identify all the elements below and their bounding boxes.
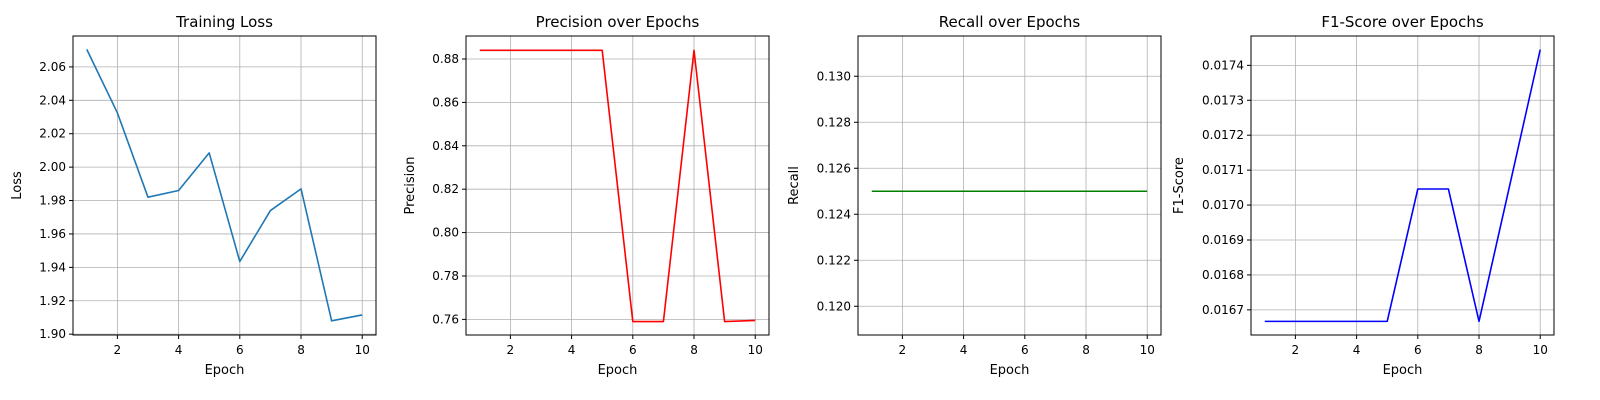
y-tick-label: 0.78 bbox=[432, 269, 459, 283]
x-tick-label: 6 bbox=[1414, 343, 1422, 357]
y-tick-label: 0.130 bbox=[817, 69, 851, 83]
chart-title: Precision over Epochs bbox=[536, 13, 700, 31]
x-tick-label: 4 bbox=[568, 343, 576, 357]
plot-area bbox=[1251, 36, 1554, 335]
x-tick-label: 8 bbox=[1475, 343, 1483, 357]
x-tick-label: 2 bbox=[114, 343, 122, 357]
y-tick-label: 0.86 bbox=[432, 95, 459, 109]
x-tick-label: 10 bbox=[1533, 343, 1548, 357]
chart-title: Recall over Epochs bbox=[939, 13, 1081, 31]
x-tick-label: 4 bbox=[175, 343, 183, 357]
y-tick-label: 1.96 bbox=[39, 227, 66, 241]
x-axis-label: Epoch bbox=[205, 363, 245, 378]
y-tick-label: 0.128 bbox=[817, 115, 851, 129]
y-tick-label: 0.0173 bbox=[1202, 93, 1244, 107]
y-tick-label: 1.92 bbox=[39, 294, 66, 308]
axes-frame bbox=[857, 35, 1162, 336]
x-tick-label: 2 bbox=[507, 343, 515, 357]
x-tick-label: 10 bbox=[1140, 343, 1155, 357]
x-tick-label: 4 bbox=[960, 343, 968, 357]
y-tick-label: 0.122 bbox=[817, 253, 851, 267]
x-tick-label: 2 bbox=[899, 343, 907, 357]
y-tick-label: 0.0169 bbox=[1202, 233, 1244, 247]
y-tick-label: 0.0167 bbox=[1202, 303, 1244, 317]
plot-area bbox=[858, 36, 1161, 335]
x-tick-label: 2 bbox=[1292, 343, 1300, 357]
y-tick-label: 0.120 bbox=[817, 299, 851, 313]
x-tick-label: 8 bbox=[690, 343, 698, 357]
y-tick-label: 0.84 bbox=[432, 139, 459, 153]
chart-loss: 2 4 6 8 10 1.90 1.92 1.94 1.96 1.98 2.00 2.02 2.04 2.… bbox=[10, 13, 377, 378]
y-tick-label: 2.00 bbox=[39, 160, 66, 174]
chart-f1: 2 4 6 8 10 0.0167 0.0168 0.0169 0.0170 0.0171 0.01… bbox=[1172, 13, 1555, 378]
x-axis-label: Epoch bbox=[598, 363, 638, 378]
x-tick-label: 6 bbox=[629, 343, 637, 357]
series-line bbox=[86, 49, 363, 322]
y-tick-label: 0.124 bbox=[817, 207, 851, 221]
y-tick-label: 2.04 bbox=[39, 93, 66, 107]
axes-frame bbox=[1250, 35, 1555, 336]
y-axis-label: Precision bbox=[403, 156, 418, 214]
axes-frame bbox=[465, 35, 770, 336]
y-tick-label: 2.06 bbox=[39, 60, 66, 74]
y-tick-label: 0.0174 bbox=[1202, 58, 1244, 72]
chart-recall: 2 4 6 8 10 0.120 0.122 0.124 0.126 0.128 0.130 Reca… bbox=[787, 13, 1162, 378]
y-tick-label: 1.94 bbox=[39, 260, 66, 274]
x-axis-label: Epoch bbox=[990, 363, 1030, 378]
y-axis-label: Recall bbox=[787, 166, 802, 205]
x-axis-label: Epoch bbox=[1383, 363, 1423, 378]
x-tick-label: 4 bbox=[1353, 343, 1361, 357]
y-tick-label: 0.0172 bbox=[1202, 128, 1244, 142]
y-tick-label: 0.0171 bbox=[1202, 163, 1244, 177]
x-tick-label: 6 bbox=[236, 343, 244, 357]
y-tick-label: 0.76 bbox=[432, 312, 459, 326]
axes-frame bbox=[72, 35, 377, 336]
series-line bbox=[1264, 49, 1542, 323]
y-tick-label: 0.126 bbox=[817, 161, 851, 175]
y-tick-label: 0.0170 bbox=[1202, 198, 1244, 212]
y-tick-label: 2.02 bbox=[39, 127, 66, 141]
y-axis-label: Loss bbox=[10, 171, 25, 200]
y-tick-label: 0.80 bbox=[432, 226, 459, 240]
y-tick-label: 0.0168 bbox=[1202, 268, 1244, 282]
plot-area bbox=[73, 36, 376, 335]
y-tick-label: 0.88 bbox=[432, 52, 459, 66]
y-tick-label: 1.90 bbox=[39, 327, 66, 341]
x-tick-label: 10 bbox=[748, 343, 763, 357]
x-tick-label: 8 bbox=[297, 343, 305, 357]
chart-title: F1-Score over Epochs bbox=[1321, 13, 1484, 31]
y-tick-label: 0.82 bbox=[432, 182, 459, 196]
x-tick-label: 6 bbox=[1021, 343, 1029, 357]
x-tick-label: 10 bbox=[355, 343, 370, 357]
chart-precision: 2 4 6 8 10 0.76 0.78 0.80 0.82 0.84 0.86 0.88 Precis… bbox=[403, 13, 770, 378]
y-axis-label: F1-Score bbox=[1172, 157, 1187, 214]
series-line bbox=[479, 49, 756, 323]
x-tick-label: 8 bbox=[1082, 343, 1090, 357]
y-tick-label: 1.98 bbox=[39, 194, 66, 208]
chart-title: Training Loss bbox=[175, 13, 273, 31]
